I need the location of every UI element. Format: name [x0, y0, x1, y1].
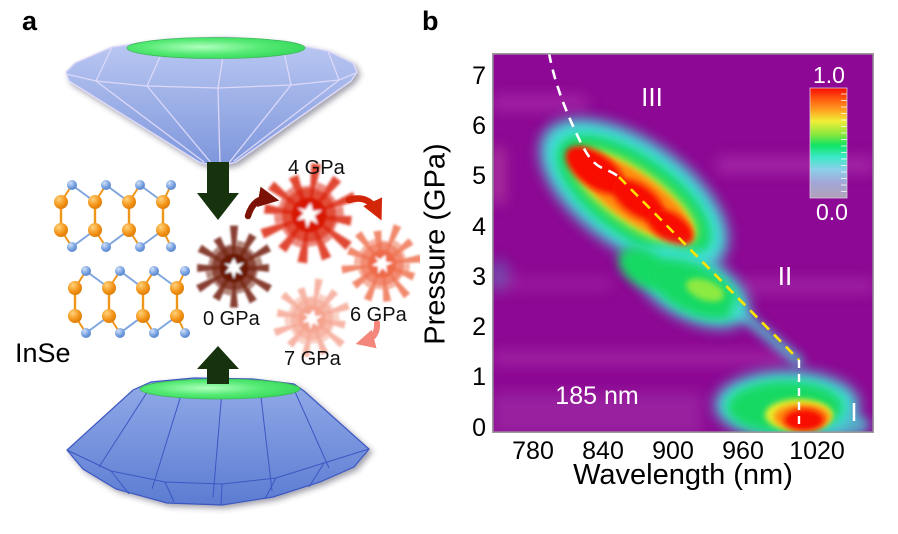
y-tick-6: 6 [472, 112, 486, 140]
stage-label-6gpa: 6 GPa [350, 304, 408, 326]
starburst-0gpa [196, 226, 272, 308]
colorbar-min-label: 0.0 [816, 199, 848, 225]
phase-i-emission-blob [715, 371, 870, 433]
panel-a-diagram: a 0 GPa 4 GPa 6 GPa 7 GPa InSe [15, 6, 420, 506]
region-label-iii: III [641, 82, 663, 112]
y-tick-3: 3 [472, 263, 486, 291]
plot-frame [492, 53, 874, 433]
x-tick-900: 900 [652, 437, 694, 465]
y-tick-2: 2 [472, 313, 486, 341]
region-label-i: I [850, 397, 857, 427]
x-tick-1020: 1020 [789, 437, 845, 465]
panel-a-label: a [22, 6, 38, 36]
colorbar-ticks [841, 93, 847, 192]
inse-crystal-structure [52, 178, 192, 340]
top-diamond-anvil [65, 36, 358, 166]
y-tick-7: 7 [472, 62, 486, 90]
phase-ii-to-i-tail [729, 302, 804, 367]
x-tick-960: 960 [722, 437, 764, 465]
thickness-annotation: 185 nm [555, 382, 638, 410]
phase-boundary-line [547, 53, 801, 430]
stage-label-7gpa: 7 GPa [284, 348, 342, 370]
x-tick-840: 840 [582, 437, 624, 465]
x-tick-780: 780 [512, 437, 554, 465]
faint-background-streaks [492, 95, 874, 433]
compression-arrow-down-icon [197, 162, 239, 220]
y-tick-1: 1 [472, 363, 486, 391]
region-label-ii: II [778, 261, 792, 291]
phase-ii-emission-blob [618, 246, 749, 328]
x-axis-title: Wavelength (nm) [573, 459, 793, 491]
y-tick-5: 5 [472, 162, 486, 190]
arrow-4-to-6gpa-icon [345, 195, 383, 221]
bottom-diamond-anvil [66, 377, 370, 506]
y-tick-0: 0 [472, 414, 486, 442]
compression-arrow-up-icon [197, 346, 239, 384]
pl-intensity-heatmap: III II I 185 nm 1.0 0.0 [492, 53, 874, 433]
colorbar: 1.0 0.0 [809, 62, 848, 225]
panel-b-label: b [422, 6, 439, 36]
stage-label-0gpa: 0 GPa [203, 308, 261, 330]
starburst-6gpa [333, 212, 420, 314]
colorbar-max-label: 1.0 [813, 62, 845, 88]
material-label: InSe [15, 338, 71, 368]
top-culet-gasket [126, 37, 306, 59]
stage-label-4gpa: 4 GPa [288, 157, 346, 179]
arrow-6-to-7gpa-icon [355, 320, 381, 349]
arrow-0-to-4gpa-icon [244, 186, 280, 220]
y-tick-4: 4 [472, 213, 486, 241]
